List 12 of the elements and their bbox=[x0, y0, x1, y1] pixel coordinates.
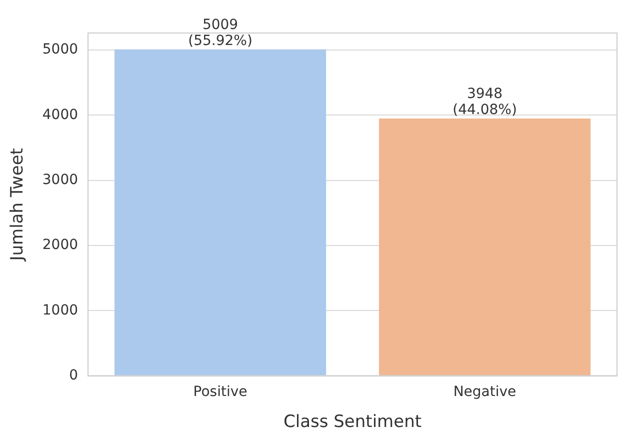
x-axis-title: Class Sentiment bbox=[284, 412, 422, 432]
y-tick-label: 0 bbox=[69, 367, 78, 384]
data-label: 3948 (44.08%) bbox=[452, 86, 517, 118]
y-tick-label: 4000 bbox=[42, 106, 78, 123]
x-tick-label: Negative bbox=[453, 384, 516, 400]
data-label: 5009 (55.92%) bbox=[188, 17, 252, 49]
x-tick-label: Positive bbox=[193, 384, 248, 400]
y-axis-title: Jumlah Tweet bbox=[8, 148, 28, 262]
y-tick-label: 5000 bbox=[42, 42, 78, 58]
y-tick-label: 1000 bbox=[42, 302, 78, 318]
y-tick-label: 3000 bbox=[42, 172, 78, 188]
y-tick-label: 2000 bbox=[42, 237, 78, 254]
